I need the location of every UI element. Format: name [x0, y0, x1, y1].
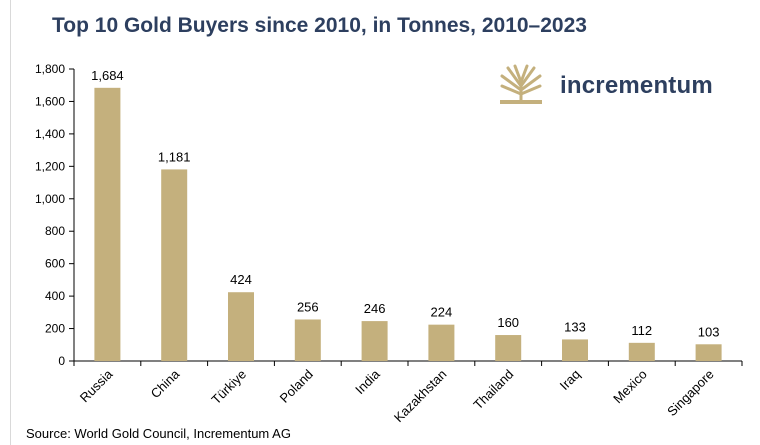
x-category-label: Thailand	[470, 367, 516, 413]
source-note: Source: World Gold Council, Incrementum …	[26, 426, 291, 441]
tree-logo-icon	[500, 64, 542, 104]
bar-value-label: 424	[230, 272, 252, 287]
y-tick-label: 400	[45, 289, 65, 303]
brand-name: incrementum	[560, 72, 713, 99]
chart-title: Top 10 Gold Buyers since 2010, in Tonnes…	[52, 14, 587, 37]
y-tick-label: 1,800	[35, 62, 65, 76]
bar-value-label: 103	[698, 324, 720, 339]
y-tick-label: 800	[45, 224, 65, 238]
bar-t-rkiye	[228, 292, 254, 361]
bar-russia	[94, 87, 121, 361]
x-category-label: Türkiye	[208, 367, 249, 408]
bar-thailand	[495, 335, 522, 361]
y-tick-label: 200	[45, 322, 65, 336]
y-tick-label: 1,600	[35, 94, 65, 108]
x-category-label: Poland	[277, 367, 316, 406]
bar-value-label: 246	[364, 301, 386, 316]
x-category-label: Kazakhstan	[391, 367, 450, 426]
bar-value-label: 256	[297, 299, 319, 314]
bar-kazakhstan	[428, 324, 455, 361]
x-category-label: Russia	[77, 366, 116, 405]
brand-logo: incrementum	[498, 64, 718, 110]
y-tick-label: 1,200	[35, 159, 65, 173]
bar-value-label: 112	[631, 323, 652, 338]
x-category-label: Mexico	[610, 367, 650, 407]
bar-value-label: 160	[497, 315, 519, 330]
bar-singapore	[695, 344, 722, 361]
bar-value-label: 1,181	[158, 149, 191, 164]
left-border-rule	[10, 0, 11, 445]
bar-value-label: 224	[431, 305, 453, 320]
bar-china	[161, 169, 188, 361]
y-tick-label: 0	[58, 354, 65, 368]
bar-mexico	[628, 342, 655, 361]
bar-iraq	[562, 339, 588, 361]
bar-poland	[294, 319, 321, 361]
x-category-label: Iraq	[557, 367, 583, 393]
x-category-label: China	[148, 366, 183, 401]
y-tick-label: 1,400	[35, 127, 65, 141]
bar-india	[361, 321, 388, 361]
x-category-label: Singapore	[664, 367, 717, 420]
y-tick-label: 600	[45, 257, 65, 271]
bar-value-label: 1,684	[91, 68, 124, 83]
x-category-label: India	[352, 366, 383, 397]
y-tick-label: 1,000	[35, 192, 65, 206]
bar-value-label: 133	[564, 319, 586, 334]
